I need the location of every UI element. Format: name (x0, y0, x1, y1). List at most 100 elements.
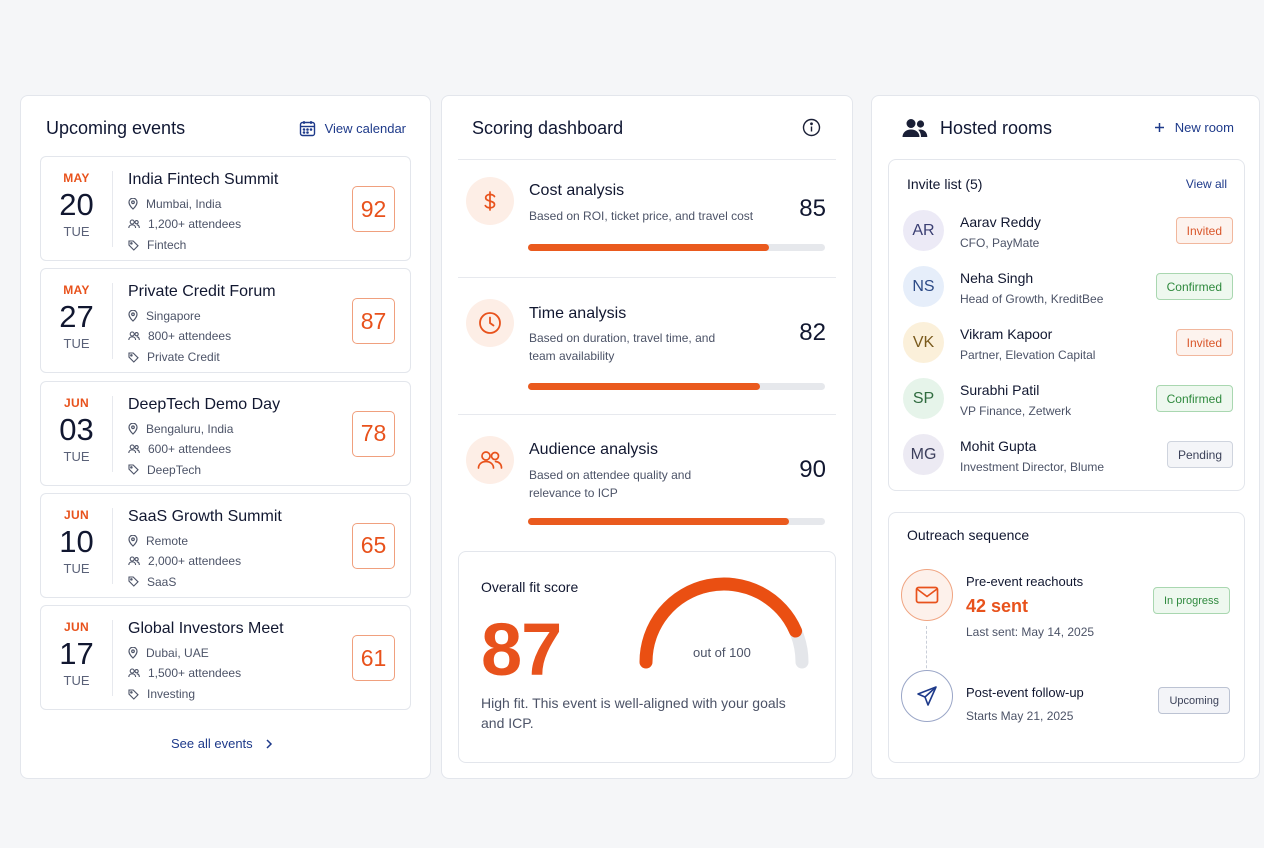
event-card[interactable]: MAY 27 TUE Private Credit Forum Singapore 800… (40, 268, 411, 374)
avatar: VK (903, 322, 944, 363)
clock-icon (466, 299, 514, 347)
metric-description: Based on duration, travel time, and team… (529, 331, 716, 363)
event-weekday: TUE (63, 673, 90, 689)
mail-icon (901, 569, 953, 621)
location-pin-icon (128, 310, 138, 323)
metric-value: 85 (799, 195, 826, 222)
invite-list-title: Invite list (5) (907, 176, 983, 192)
event-attendees: 1,500+ attendees (128, 666, 241, 680)
event-tag-text: DeepTech (147, 462, 202, 477)
event-weekday: TUE (63, 560, 90, 576)
progress-track (528, 383, 825, 390)
metric-value: 90 (799, 456, 826, 483)
hosted-rooms-panel: Hosted rooms New room Invite list (5) Vi… (871, 95, 1260, 779)
metric-title: Audience analysis (529, 441, 658, 458)
invitee-role: Investment Director, Blume (960, 460, 1105, 474)
upcoming-events-panel: Upcoming events View calendar MAY 20 TUE In… (20, 95, 431, 779)
event-tag-text: Private Credit (147, 350, 220, 365)
event-day: 27 (59, 299, 94, 335)
event-location: Mumbai, India (128, 197, 221, 211)
event-attendees-text: 800+ attendees (148, 329, 232, 344)
new-room-label: New room (1174, 120, 1234, 135)
step-title: Post-event follow-up (966, 685, 1084, 700)
step-subtitle: Last sent: May 14, 2025 (966, 625, 1095, 639)
event-name: Global Investors Meet (128, 620, 284, 638)
divider (458, 159, 836, 160)
invitee-name: Surabhi Patil (960, 382, 1040, 398)
step-title: Pre-event reachouts (966, 574, 1084, 589)
event-location: Singapore (128, 309, 201, 323)
overall-fit-label: Overall fit score (481, 579, 579, 595)
location-pin-icon (128, 198, 138, 210)
event-attendees-text: 1,500+ attendees (148, 666, 242, 681)
divider (458, 414, 836, 415)
status-badge: Pending (1166, 441, 1233, 468)
avatar: SP (903, 378, 944, 419)
outreach-title: Outreach sequence (907, 527, 1030, 543)
event-score-badge: 92 (352, 186, 395, 232)
event-attendees: 2,000+ attendees (128, 554, 241, 568)
status-badge: Confirmed (1155, 385, 1233, 412)
view-calendar-link[interactable]: View calendar (299, 120, 406, 137)
invitee-role: Head of Growth, KreditBee (960, 292, 1104, 306)
event-weekday: TUE (63, 336, 90, 352)
invitee-row[interactable]: NS Neha Singh Head of Growth, KreditBee Con… (903, 266, 1233, 308)
step-highlight: 42 sent (966, 596, 1029, 616)
event-card[interactable]: JUN 17 TUE Global Investors Meet Dubai, UAE 1… (40, 605, 411, 711)
event-score-badge: 65 (352, 522, 395, 569)
invitee-name: Neha Singh (960, 270, 1034, 286)
event-attendees-text: 600+ attendees (148, 441, 232, 456)
tag-icon (128, 239, 139, 251)
event-day: 17 (59, 636, 94, 672)
tag-icon (128, 576, 139, 588)
event-month: JUN (64, 395, 89, 410)
view-all-link[interactable]: View all (1185, 177, 1227, 191)
tag-icon (128, 352, 139, 363)
avatar: NS (903, 266, 944, 307)
invitee-row[interactable]: AR Aarav Reddy CFO, PayMate Invited (903, 210, 1233, 252)
event-location-text: Singapore (146, 309, 201, 324)
event-card[interactable]: JUN 03 TUE DeepTech Demo Day Bengaluru, Indi… (40, 380, 411, 486)
metric-title: Time analysis (529, 305, 627, 322)
invitee-row[interactable]: SP Surabhi Patil VP Finance, Zetwerk Confir… (903, 378, 1233, 420)
new-room-button[interactable]: New room (1154, 120, 1234, 135)
progress-track (528, 518, 825, 525)
event-card[interactable]: MAY 20 TUE India Fintech Summit Mumbai, Indi… (40, 156, 411, 261)
event-attendees-text: 2,000+ attendees (148, 553, 242, 568)
see-all-events-link[interactable]: See all events (171, 736, 273, 751)
event-card[interactable]: JUN 10 TUE SaaS Growth Summit Remote 2,000+ a… (40, 492, 411, 598)
event-date: MAY 27 TUE (41, 283, 112, 351)
event-name: DeepTech Demo Day (128, 395, 281, 413)
event-location: Bengaluru, India (128, 422, 233, 436)
event-attendees: 600+ attendees (128, 442, 231, 456)
invitee-row[interactable]: VK Vikram Kapoor Partner, Elevation Capita… (903, 322, 1233, 364)
event-date: JUN 10 TUE (41, 508, 112, 576)
attendees-icon (128, 556, 140, 565)
event-attendees: 1,200+ attendees (128, 217, 241, 231)
tag-icon (128, 464, 139, 475)
invitee-row[interactable]: MG Mohit Gupta Investment Director, Blume P… (903, 434, 1233, 476)
invitee-name: Mohit Gupta (960, 438, 1037, 454)
event-attendees-text: 1,200+ attendees (148, 217, 242, 231)
status-badge: Invited (1175, 329, 1233, 356)
event-tag: Investing (128, 687, 195, 701)
dollar-icon (466, 177, 514, 225)
location-pin-icon (128, 534, 138, 547)
event-tag: Fintech (128, 238, 186, 252)
overall-fit-out-of: out of 100 (693, 645, 751, 660)
metric-value: 82 (799, 319, 826, 346)
progress-fill (528, 518, 790, 525)
attendees-icon (128, 668, 140, 678)
divider (112, 171, 113, 247)
scoring-title: Scoring dashboard (472, 118, 624, 138)
metric-description: Based on ROI, ticket price, and travel c… (529, 209, 754, 223)
event-name: Private Credit Forum (128, 283, 276, 301)
event-month: MAY (63, 171, 90, 185)
event-attendees: 800+ attendees (128, 329, 231, 343)
event-weekday: TUE (63, 224, 90, 239)
event-name: SaaS Growth Summit (128, 507, 282, 525)
divider (112, 620, 113, 697)
info-icon[interactable] (802, 118, 821, 137)
event-month: JUN (64, 620, 89, 635)
divider (112, 507, 113, 584)
